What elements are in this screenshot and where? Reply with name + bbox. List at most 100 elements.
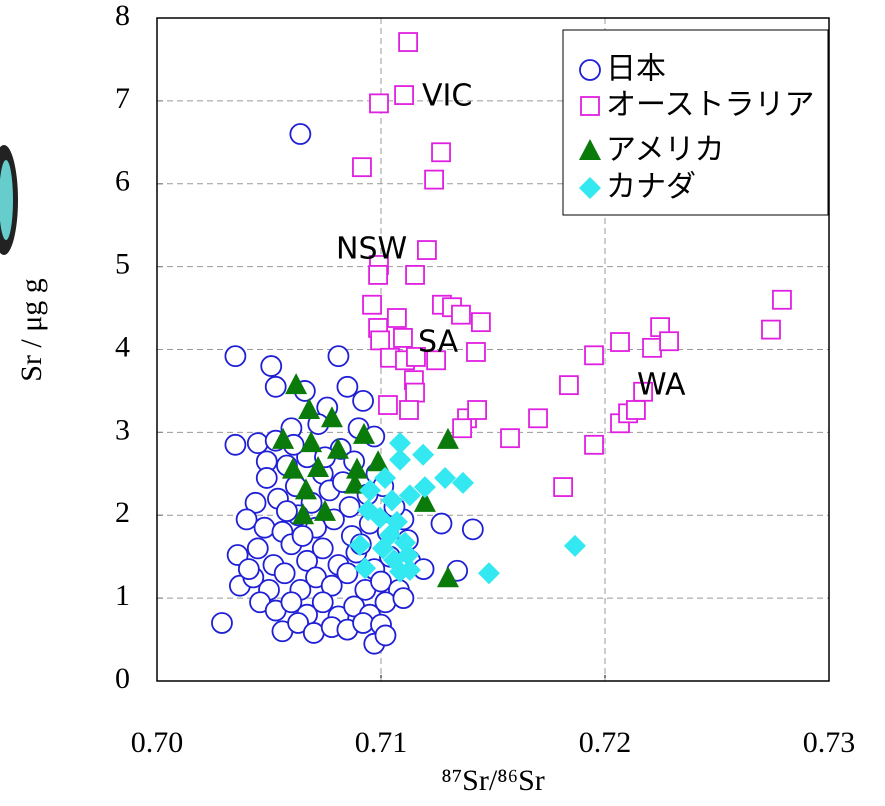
point [338, 496, 361, 518]
point [296, 549, 318, 572]
point [298, 397, 321, 419]
point [417, 240, 437, 260]
point [553, 477, 574, 497]
point [392, 587, 415, 610]
y-tick-label: 6 [115, 165, 130, 198]
point [344, 472, 367, 494]
point [264, 375, 287, 398]
point [430, 512, 453, 535]
point [389, 448, 412, 471]
point [405, 382, 425, 403]
point [372, 537, 395, 560]
image-fragment [0, 160, 13, 240]
point [393, 327, 413, 348]
point [399, 400, 419, 420]
point [426, 350, 447, 371]
point [362, 294, 382, 315]
plot-frame [156, 17, 830, 682]
x-axis-label: ⁸⁷Sr/⁸⁶Sr [441, 764, 545, 797]
point [357, 499, 380, 522]
point [412, 443, 435, 466]
point [314, 499, 336, 521]
point [451, 304, 471, 325]
point [659, 331, 679, 352]
y-tick-label: 4 [115, 330, 130, 363]
legend-marker [580, 96, 600, 116]
legend-marker [579, 139, 601, 160]
point [431, 142, 451, 163]
annotation: WA [637, 368, 686, 403]
point [226, 544, 249, 566]
point [389, 432, 412, 455]
point [584, 434, 604, 455]
point [424, 169, 444, 190]
point [327, 345, 350, 368]
annotation: SA [418, 325, 459, 360]
point [237, 558, 260, 581]
point [610, 332, 630, 352]
point [370, 570, 392, 593]
y-tick-label: 7 [115, 82, 130, 115]
point [413, 476, 436, 499]
point [369, 93, 389, 114]
x-tick-label: 0.72 [579, 726, 632, 759]
legend-label: オーストラリア [606, 88, 815, 123]
point [761, 319, 781, 340]
annotation: NSW [336, 232, 407, 267]
point [394, 85, 414, 105]
point [387, 308, 407, 328]
point [307, 456, 330, 478]
point [354, 557, 377, 580]
point [380, 489, 403, 512]
legend-label: アメリカ [606, 133, 725, 168]
point [311, 537, 334, 560]
point [246, 432, 269, 455]
point [436, 566, 459, 588]
point [336, 375, 359, 398]
legend-marker [579, 177, 601, 199]
legend-marker [579, 59, 601, 81]
point [276, 500, 298, 523]
point [528, 408, 548, 429]
x-tick-label: 0.73 [803, 726, 856, 759]
point [224, 345, 247, 368]
point [260, 355, 283, 377]
point [352, 422, 375, 444]
point [378, 395, 398, 415]
point [374, 591, 397, 614]
point [352, 389, 374, 412]
point [246, 537, 269, 560]
x-tick-label: 0.71 [355, 726, 408, 759]
point [294, 478, 317, 500]
point [436, 427, 459, 449]
point [352, 612, 374, 634]
point [300, 431, 323, 453]
point [398, 32, 419, 52]
point [369, 506, 392, 529]
point [477, 562, 500, 585]
point [398, 558, 421, 581]
point [348, 534, 371, 557]
x-tick-label: 0.70 [131, 726, 184, 759]
point [374, 624, 397, 647]
point [368, 265, 388, 285]
point [434, 466, 457, 489]
point [452, 418, 472, 439]
point [451, 471, 474, 494]
y-tick-label: 2 [115, 496, 130, 529]
point [224, 433, 247, 456]
point [320, 406, 343, 428]
point [642, 337, 662, 358]
point [374, 466, 397, 489]
point [244, 491, 267, 514]
point [281, 457, 304, 479]
point [626, 400, 646, 420]
point [272, 427, 295, 449]
point [291, 525, 314, 547]
point [406, 347, 426, 367]
legend-label: 日本 [606, 52, 666, 87]
point [280, 591, 303, 614]
point [346, 457, 369, 479]
legend-box [562, 29, 829, 216]
